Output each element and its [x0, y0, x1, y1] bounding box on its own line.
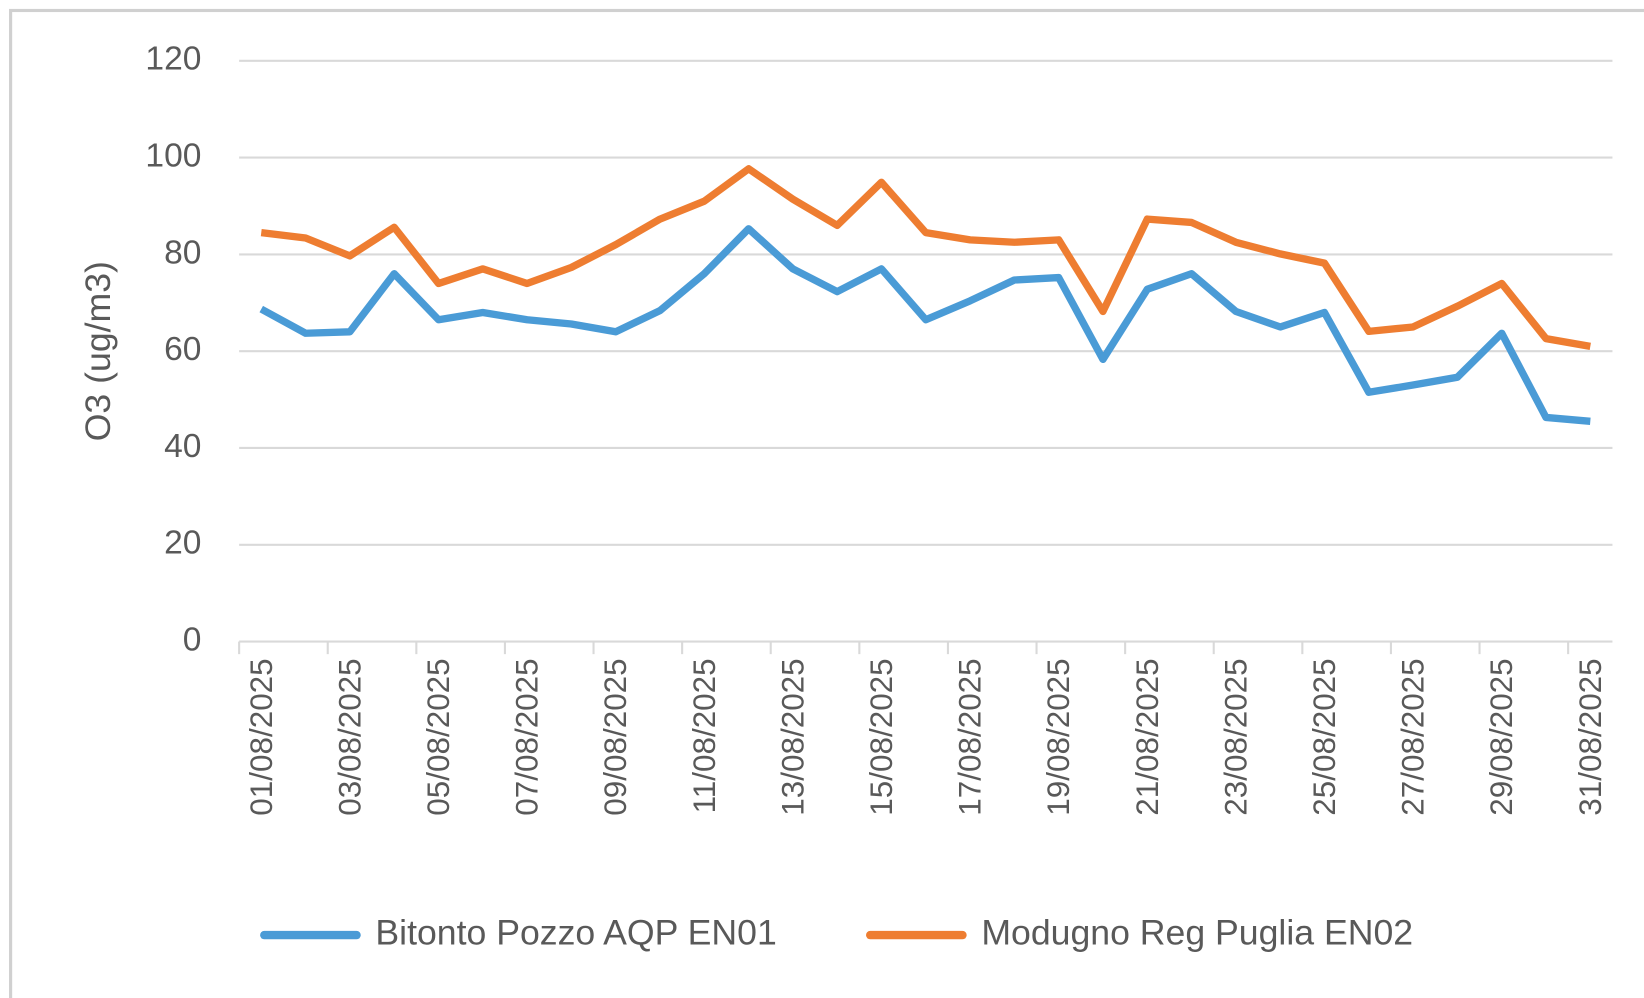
x-tick-label: 05/08/2025 [421, 658, 456, 815]
x-tick-label: 29/08/2025 [1484, 658, 1519, 815]
x-tick-label: 19/08/2025 [1041, 658, 1076, 815]
x-tick-label: 13/08/2025 [775, 658, 810, 815]
x-tick-label: 23/08/2025 [1218, 658, 1253, 815]
y-tick-label: 120 [145, 41, 201, 78]
legend-label: Modugno Reg Puglia EN02 [981, 913, 1413, 953]
x-tick-label: 27/08/2025 [1396, 658, 1431, 815]
x-tick-label: 01/08/2025 [244, 658, 279, 815]
x-tick-label: 15/08/2025 [864, 658, 899, 815]
y-tick-label: 0 [183, 621, 202, 658]
series-line [259, 225, 1591, 425]
y-tick-label: 60 [164, 331, 201, 368]
x-tick-label: 21/08/2025 [1130, 658, 1165, 815]
x-tick-label: 17/08/2025 [953, 658, 988, 815]
x-tick-label: 31/08/2025 [1573, 658, 1608, 815]
x-tick-label: 09/08/2025 [598, 658, 633, 815]
x-tick-label: 07/08/2025 [510, 658, 545, 815]
series-line [260, 165, 1591, 350]
y-tick-label: 40 [164, 428, 201, 465]
y-tick-label: 80 [164, 234, 201, 271]
x-tick-label: 11/08/2025 [687, 658, 722, 813]
chart-frame [9, 8, 1644, 998]
y-axis-title: O3 (ug/m3) [78, 261, 118, 441]
x-tick-label: 03/08/2025 [332, 658, 367, 815]
y-tick-label: 100 [145, 137, 201, 174]
y-tick-label: 20 [164, 525, 201, 562]
legend-label: Bitonto Pozzo AQP EN01 [375, 913, 776, 953]
x-tick-label: 25/08/2025 [1307, 658, 1342, 815]
